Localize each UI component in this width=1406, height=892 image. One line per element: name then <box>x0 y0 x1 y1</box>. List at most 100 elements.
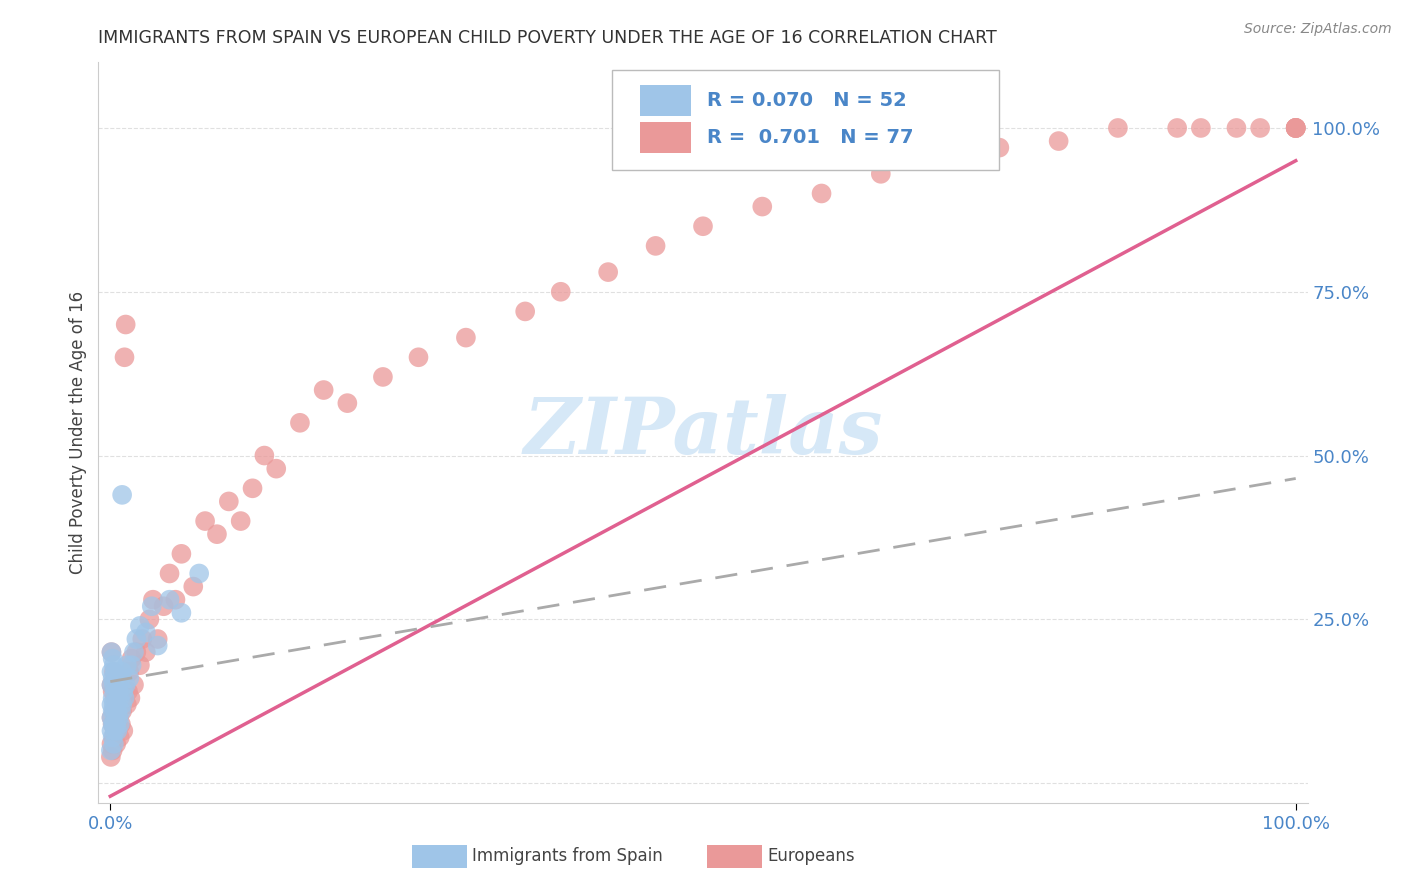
Point <box>105 698 128 712</box>
Point <box>122 645 145 659</box>
Point <box>288 416 311 430</box>
Point <box>146 639 169 653</box>
Point <box>108 690 131 705</box>
Point <box>100 737 122 751</box>
Point <box>101 731 124 745</box>
Point <box>105 717 128 731</box>
Point <box>142 592 165 607</box>
Point <box>112 723 135 738</box>
Point <box>100 723 122 738</box>
Point <box>253 449 276 463</box>
Point <box>929 153 952 168</box>
Point <box>371 370 394 384</box>
Point <box>111 698 134 712</box>
Point <box>105 723 128 738</box>
Point <box>108 717 131 731</box>
Point <box>117 684 139 698</box>
Point <box>550 285 572 299</box>
Point <box>101 690 124 705</box>
Point <box>100 665 122 679</box>
Point <box>125 645 148 659</box>
Point <box>103 678 125 692</box>
Point <box>100 678 122 692</box>
Point <box>100 743 122 757</box>
Y-axis label: Child Poverty Under the Age of 16: Child Poverty Under the Age of 16 <box>69 291 87 574</box>
Text: Source: ZipAtlas.com: Source: ZipAtlas.com <box>1244 22 1392 37</box>
Point <box>103 698 125 712</box>
Point <box>1166 120 1188 135</box>
Point <box>101 717 124 731</box>
Point <box>103 665 125 679</box>
Point <box>242 481 264 495</box>
Text: IMMIGRANTS FROM SPAIN VS EUROPEAN CHILD POVERTY UNDER THE AGE OF 16 CORRELATION : IMMIGRANTS FROM SPAIN VS EUROPEAN CHILD … <box>98 29 997 47</box>
Point <box>111 704 134 718</box>
Point <box>107 684 129 698</box>
Point <box>312 383 335 397</box>
Point <box>105 723 128 738</box>
Point <box>1107 120 1129 135</box>
Text: R = 0.070   N = 52: R = 0.070 N = 52 <box>707 91 907 110</box>
Point <box>114 318 136 332</box>
Point <box>229 514 252 528</box>
FancyBboxPatch shape <box>613 70 1000 169</box>
Point <box>103 731 125 745</box>
Point <box>131 632 153 646</box>
Point <box>108 731 131 745</box>
Point <box>146 632 169 646</box>
Text: Europeans: Europeans <box>768 847 855 865</box>
Point <box>101 704 124 718</box>
Point <box>644 239 666 253</box>
Point <box>103 658 125 673</box>
Text: Immigrants from Spain: Immigrants from Spain <box>472 847 664 865</box>
Point <box>129 619 152 633</box>
Point <box>218 494 240 508</box>
Point <box>104 723 127 738</box>
Point <box>108 690 131 705</box>
Point <box>100 678 122 692</box>
Point <box>103 717 125 731</box>
Point <box>170 547 193 561</box>
Text: ZIPatlas: ZIPatlas <box>523 394 883 471</box>
Point <box>1285 120 1308 135</box>
FancyBboxPatch shape <box>640 85 690 116</box>
Point <box>121 651 143 665</box>
Point <box>105 684 128 698</box>
Point <box>107 711 129 725</box>
Point <box>1189 120 1212 135</box>
Point <box>101 717 124 731</box>
Point <box>869 167 891 181</box>
Point <box>1285 120 1308 135</box>
Point <box>159 566 181 581</box>
Point <box>103 704 125 718</box>
Point <box>170 606 193 620</box>
Point <box>988 140 1011 154</box>
Point <box>114 690 136 705</box>
Point <box>100 645 122 659</box>
Point <box>105 698 128 712</box>
Point <box>181 580 204 594</box>
Point <box>120 690 142 705</box>
Point <box>114 678 136 692</box>
Point <box>100 711 122 725</box>
Point <box>100 645 122 659</box>
Point <box>115 658 138 673</box>
Point <box>111 488 134 502</box>
Point <box>100 750 122 764</box>
Point <box>138 612 160 626</box>
Point <box>1249 120 1271 135</box>
Text: R =  0.701   N = 77: R = 0.701 N = 77 <box>707 128 912 146</box>
Point <box>103 737 125 751</box>
Point <box>515 304 537 318</box>
Point <box>125 632 148 646</box>
Point <box>454 330 477 344</box>
Point <box>121 658 143 673</box>
Point <box>159 592 181 607</box>
Point <box>188 566 211 581</box>
Point <box>118 665 141 679</box>
Point <box>100 711 122 725</box>
Point <box>101 651 124 665</box>
Point <box>110 717 132 731</box>
Point <box>408 351 430 365</box>
Point <box>100 698 122 712</box>
Point <box>105 737 128 751</box>
